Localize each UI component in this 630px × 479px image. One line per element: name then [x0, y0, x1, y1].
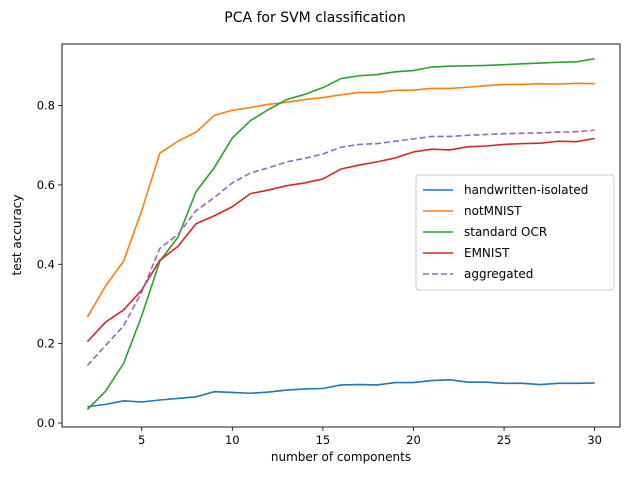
legend-label: standard OCR — [464, 225, 547, 239]
legend-box — [415, 174, 615, 291]
legend: handwritten-isolated notMNIST standard OCR… — [415, 174, 615, 291]
series-line-emnist — [86, 137, 595, 343]
x-tick-label: 20 — [406, 433, 421, 447]
x-tick-label: 15 — [316, 433, 331, 447]
y-tick-label: 0.8 — [37, 99, 55, 113]
legend-label: aggregated — [464, 267, 533, 281]
series-line-standard-ocr — [86, 57, 595, 411]
axes: 5 10 15 20 25 30 0.0 0.2 0.4 0.6 0.8 — [37, 99, 602, 447]
x-tick-label: 5 — [138, 433, 145, 447]
chart-title: PCA for SVM classification — [224, 10, 406, 26]
x-tick-label: 10 — [225, 433, 240, 447]
x-tick-label: 25 — [497, 433, 512, 447]
y-tick-label: 0.4 — [37, 257, 55, 271]
y-tick-label: 0.6 — [37, 178, 55, 192]
x-tick-label: 30 — [587, 433, 602, 447]
plot-frame — [61, 43, 621, 428]
x-axis-label: number of components — [271, 450, 411, 464]
y-tick-label: 0.2 — [37, 337, 55, 351]
series-line-aggregated — [86, 129, 595, 367]
series-lines — [86, 57, 595, 411]
legend-label: notMNIST — [464, 204, 522, 218]
y-tick-label: 0.0 — [37, 416, 55, 430]
legend-label: handwritten-isolated — [464, 183, 588, 197]
series-line-handwritten-isolated — [87, 378, 595, 408]
series-line-notmnist — [86, 82, 595, 318]
y-axis-label: test accuracy — [10, 195, 24, 276]
legend-label: EMNIST — [464, 246, 510, 260]
